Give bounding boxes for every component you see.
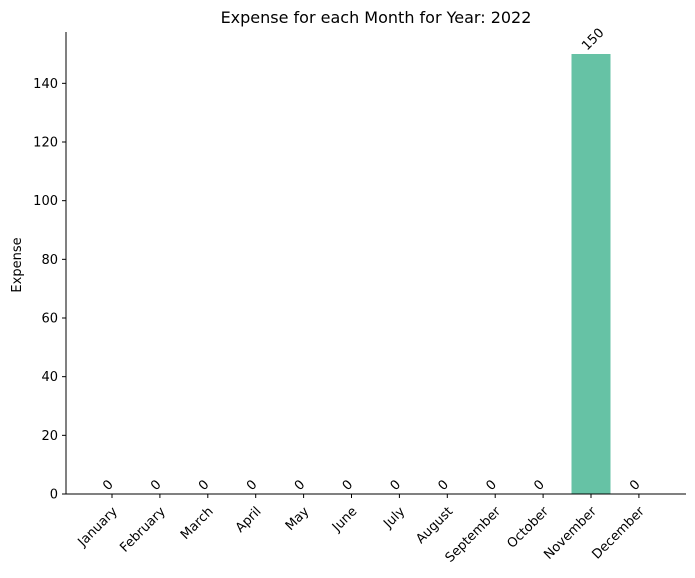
y-tick-label: 40 <box>41 370 58 385</box>
data-label: 0 <box>292 477 308 493</box>
data-labels-group: 0 0 0 0 0 0 0 0 0 0 150 0 <box>100 26 643 494</box>
data-label: 0 <box>531 477 547 493</box>
data-label: 150 <box>579 26 607 54</box>
x-tick-label: October <box>505 504 553 552</box>
bar <box>571 54 611 494</box>
x-tick-label: April <box>233 504 265 536</box>
data-label: 0 <box>244 477 260 493</box>
x-tick-label: March <box>178 504 217 543</box>
x-tick-label: February <box>117 504 169 556</box>
y-tick-label: 140 <box>33 77 58 92</box>
y-tick-label: 0 <box>50 488 58 503</box>
y-tick-label: 20 <box>41 429 58 444</box>
x-tick-label: August <box>413 504 456 547</box>
y-axis: 0 20 40 60 80 100 120 140 <box>33 77 66 503</box>
x-tick-label: June <box>329 504 360 535</box>
data-label: 0 <box>340 477 356 493</box>
x-tick-label: July <box>380 504 408 532</box>
y-tick-label: 100 <box>33 194 58 209</box>
x-tick-label: December <box>589 504 648 563</box>
y-axis-label: Expense <box>10 237 25 292</box>
data-label: 0 <box>100 477 116 493</box>
chart-title: Expense for each Month for Year: 2022 <box>221 8 532 27</box>
y-tick-label: 80 <box>41 253 58 268</box>
x-tick-label: May <box>283 504 313 534</box>
data-label: 0 <box>627 477 643 493</box>
y-tick-label: 60 <box>41 312 58 327</box>
data-label: 0 <box>436 477 452 493</box>
y-tick-label: 120 <box>33 136 58 151</box>
data-label: 0 <box>388 477 404 493</box>
data-label: 0 <box>196 477 212 493</box>
x-tick-label: January <box>75 504 121 550</box>
bars-group <box>571 54 611 494</box>
data-label: 0 <box>148 477 164 493</box>
data-label: 0 <box>483 477 499 493</box>
